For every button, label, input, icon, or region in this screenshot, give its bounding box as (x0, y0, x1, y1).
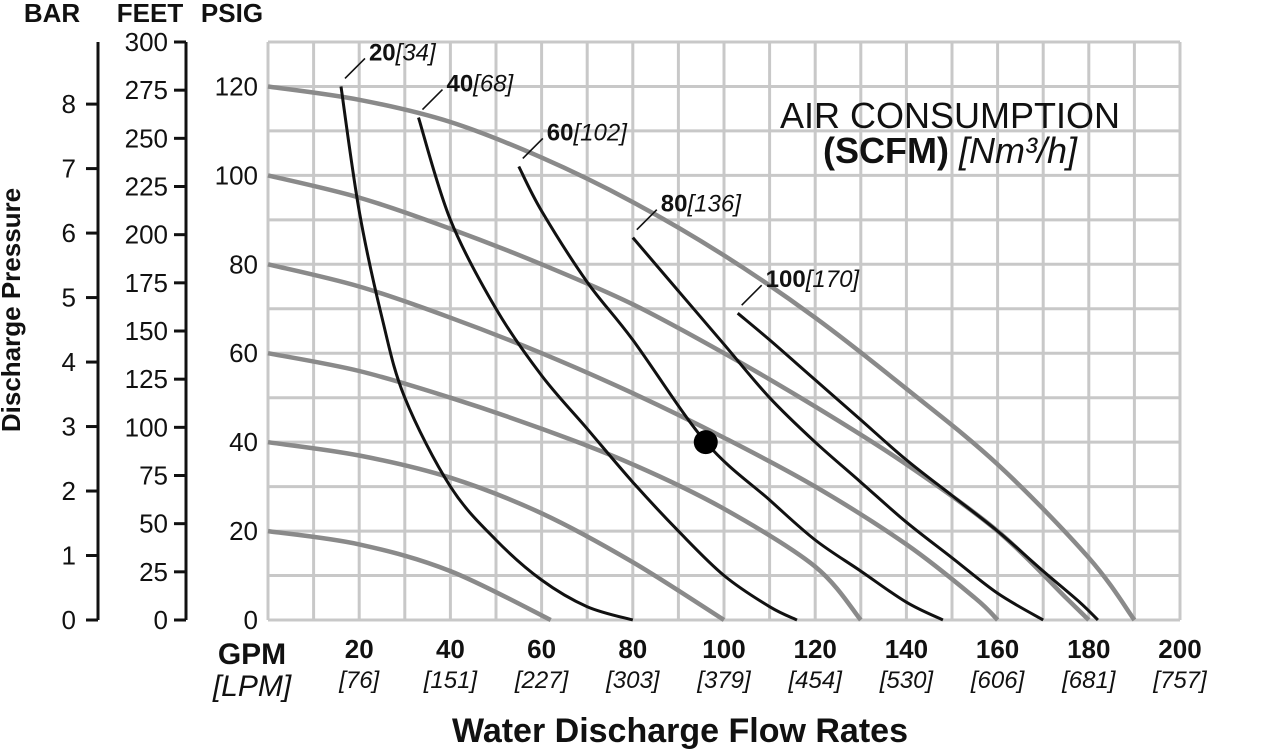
series-leader-line (421, 89, 444, 111)
air-consumption-curve (736, 312, 1099, 622)
series-label: 40[68] (446, 71, 514, 98)
performance-curve (267, 439, 726, 622)
feet-tick-label: 150 (125, 316, 168, 346)
series-label-scfm: 20 (369, 39, 396, 66)
lpm-tick-label: [227] (514, 667, 570, 694)
lpm-tick-label: [151] (423, 667, 479, 694)
psig-tick-label: 20 (229, 516, 258, 546)
feet-header: FEET (117, 0, 184, 28)
lpm-tick-label: [757] (1152, 667, 1208, 694)
bar-header: BAR (24, 0, 81, 28)
bar-tick-label: 6 (62, 218, 76, 248)
bar-tick-label: 4 (62, 347, 76, 377)
chart-title: AIR CONSUMPTION (780, 95, 1120, 136)
gpm-tick-label: 200 (1158, 634, 1201, 664)
bar-tick-label: 8 (62, 89, 76, 119)
lpm-tick-label: [303] (605, 667, 661, 694)
psig-tick-label: 0 (244, 605, 258, 635)
feet-tick-label: 0 (154, 605, 168, 635)
performance-curve (267, 528, 552, 623)
psig-tick-label: 120 (215, 71, 258, 101)
feet-tick-label: 175 (125, 268, 168, 298)
lpm-tick-label: [606] (970, 667, 1026, 694)
series-label-metric: [68] (472, 71, 514, 98)
series-leader-line (636, 209, 658, 231)
bar-tick-label: 2 (62, 476, 76, 506)
psig-tick-label: 40 (229, 427, 258, 457)
air-consumption-curves (339, 86, 1099, 622)
gpm-tick-label: 140 (885, 634, 928, 664)
air-consumption-curve (517, 165, 944, 622)
lpm-tick-label: [681] (1061, 667, 1117, 694)
performance-curve (267, 84, 1137, 622)
psig-tick-label: 100 (215, 160, 258, 190)
series-label-metric: [34] (395, 39, 437, 66)
feet-tick-label: 200 (125, 220, 168, 250)
operating-point-marker (693, 430, 718, 455)
feet-tick-label: 50 (139, 509, 168, 539)
bar-tick-label: 5 (62, 283, 76, 313)
feet-tick-label: 25 (139, 557, 168, 587)
series-label-scfm: 100 (766, 266, 806, 293)
y-axis-label: Discharge Pressure (0, 188, 26, 432)
subtitle-unit: [Nm³/h] (958, 130, 1078, 171)
feet-tick-label: 300 (125, 27, 168, 57)
series-label-metric: [102] (573, 119, 629, 146)
air-consumption-curve (631, 236, 1044, 622)
lpm-tick-label: [530] (879, 667, 935, 694)
series-label-scfm: 40 (446, 71, 473, 98)
bar-tick-label: 0 (62, 605, 76, 635)
psig-tick-label: 60 (229, 338, 258, 368)
feet-tick-label: 100 (125, 412, 168, 442)
gpm-tick-label: 100 (702, 634, 745, 664)
psig-tick-label: 80 (229, 249, 258, 279)
series-leader-line (522, 137, 544, 160)
air-consumption-curve (417, 117, 798, 622)
gpm-tick-label: 160 (976, 634, 1019, 664)
feet-tick-label: 275 (125, 75, 168, 105)
gpm-tick-label: 180 (1067, 634, 1110, 664)
gpm-tick-label: 80 (618, 634, 647, 664)
feet-tick-label: 225 (125, 172, 168, 202)
series-label: 60[102] (547, 119, 628, 146)
series-label: 80[136] (661, 191, 742, 218)
lpm-tick-label: [379] (696, 667, 752, 694)
chart-subtitle: (SCFM) [Nm³/h] (823, 130, 1078, 171)
x-unit-lpm: [LPM] (212, 670, 292, 703)
lpm-tick-label: [76] (338, 667, 380, 694)
gpm-tick-label: 40 (436, 634, 465, 664)
psig-header: PSIG (201, 0, 263, 28)
series-label-scfm: 60 (547, 119, 574, 146)
axes: 0204060801001200255075100125150175200225… (62, 27, 1208, 694)
subtitle-bold: (SCFM) (823, 130, 949, 171)
feet-tick-label: 125 (125, 364, 168, 394)
performance-curve (267, 262, 1000, 622)
series-leader-line (344, 57, 366, 80)
gpm-tick-label: 120 (794, 634, 837, 664)
air-consumption-curve (339, 86, 634, 622)
lpm-tick-label: [454] (788, 667, 844, 694)
labels: 20[34] 40[68] 60[102] 80[136] 100[170] (344, 39, 861, 455)
series-label-metric: [170] (805, 266, 861, 293)
series-label: 20[34] (369, 39, 437, 66)
feet-tick-label: 75 (139, 461, 168, 491)
bar-tick-label: 3 (62, 412, 76, 442)
x-unit-gpm: GPM (218, 638, 286, 671)
bar-tick-label: 7 (62, 154, 76, 184)
gpm-tick-label: 60 (527, 634, 556, 664)
series-label: 100[170] (766, 266, 861, 293)
series-label-scfm: 80 (661, 191, 688, 218)
bar-tick-label: 1 (62, 541, 76, 571)
series-label-metric: [136] (687, 191, 743, 218)
performance-curve (267, 350, 863, 622)
x-axis-label: Water Discharge Flow Rates (452, 712, 908, 750)
series-leader-line (741, 284, 763, 306)
gpm-tick-label: 20 (345, 634, 374, 664)
feet-tick-label: 250 (125, 123, 168, 153)
